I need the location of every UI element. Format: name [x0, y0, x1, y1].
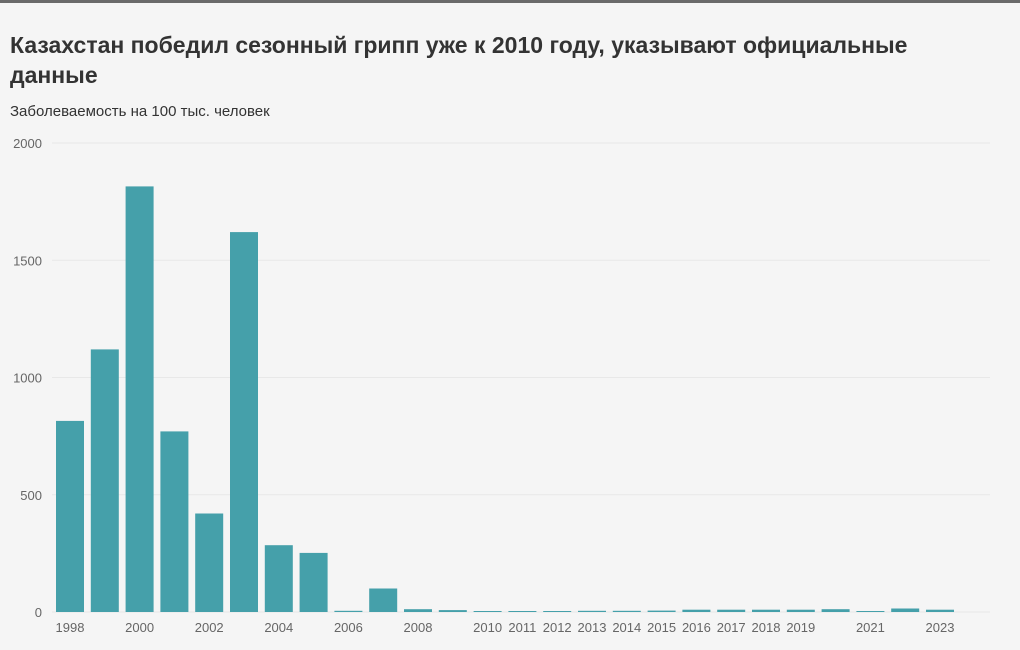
bar-2004[interactable]: [264, 545, 293, 612]
bar-2009[interactable]: [438, 610, 467, 612]
bar-2002[interactable]: [195, 513, 224, 613]
bar-2012[interactable]: [543, 611, 572, 612]
bar-2014[interactable]: [612, 610, 641, 612]
x-axis: 1998 2000 2002 2004 2006 2008 2010 2011 2012 2013…: [56, 620, 955, 635]
grid-layer: [52, 142, 990, 613]
x-tick-label: 2002: [195, 620, 224, 635]
bar-2010[interactable]: [473, 611, 502, 612]
x-tick-label: 1998: [56, 620, 85, 635]
x-tick-label: 2021: [856, 620, 885, 635]
bar-2008[interactable]: [404, 609, 432, 612]
x-tick-label: 2012: [543, 620, 572, 635]
bar-2017[interactable]: [717, 609, 746, 612]
bar-2000[interactable]: [125, 186, 154, 612]
bar-1998[interactable]: [56, 420, 84, 612]
bar-2005[interactable]: [299, 552, 328, 612]
top-border: [0, 0, 1020, 3]
bar-2015[interactable]: [647, 610, 676, 612]
bar-2019[interactable]: [786, 609, 815, 612]
bar-2016[interactable]: [682, 609, 711, 612]
x-tick-label: 2017: [717, 620, 746, 635]
bars: [56, 186, 954, 612]
bar-2007[interactable]: [369, 588, 398, 613]
x-tick-label: 2010: [473, 620, 502, 635]
x-tick-label: 2004: [264, 620, 293, 635]
x-tick-label: 2000: [125, 620, 154, 635]
bar-2018[interactable]: [752, 609, 780, 612]
y-tick-label: 1500: [13, 253, 42, 268]
x-tick-label: 2015: [647, 620, 676, 635]
y-tick-label: 1000: [13, 371, 42, 386]
bar-2013[interactable]: [578, 610, 606, 612]
bar-2023[interactable]: [926, 609, 954, 612]
bar-2021[interactable]: [856, 611, 885, 612]
x-tick-label: 2018: [752, 620, 781, 635]
bar-2022[interactable]: [891, 608, 920, 613]
bar-2006[interactable]: [334, 610, 363, 612]
x-tick-label: 2011: [508, 620, 536, 635]
x-tick-label: 2019: [786, 620, 815, 635]
bar-2020[interactable]: [821, 609, 850, 612]
x-tick-label: 2014: [612, 620, 641, 635]
x-tick-label: 2016: [682, 620, 711, 635]
bar-1999[interactable]: [90, 349, 119, 612]
chart-subtitle: Заболеваемость на 100 тыс. человек: [10, 103, 270, 120]
bar-2011[interactable]: [508, 611, 537, 612]
y-tick-label: 500: [20, 488, 42, 503]
x-tick-label: 2006: [334, 620, 363, 635]
bar-2003[interactable]: [230, 232, 258, 612]
chart-title: Казахстан победил сезонный грипп уже к 2…: [10, 32, 908, 88]
x-tick-label: 2013: [578, 620, 607, 635]
y-tick-label: 2000: [13, 136, 42, 151]
x-tick-label: 2008: [404, 620, 433, 635]
bar-2001[interactable]: [160, 431, 189, 612]
y-axis: 0 500 1000 1500 2000: [13, 136, 42, 620]
y-tick-label: 0: [35, 605, 42, 620]
x-tick-label: 2023: [926, 620, 955, 635]
